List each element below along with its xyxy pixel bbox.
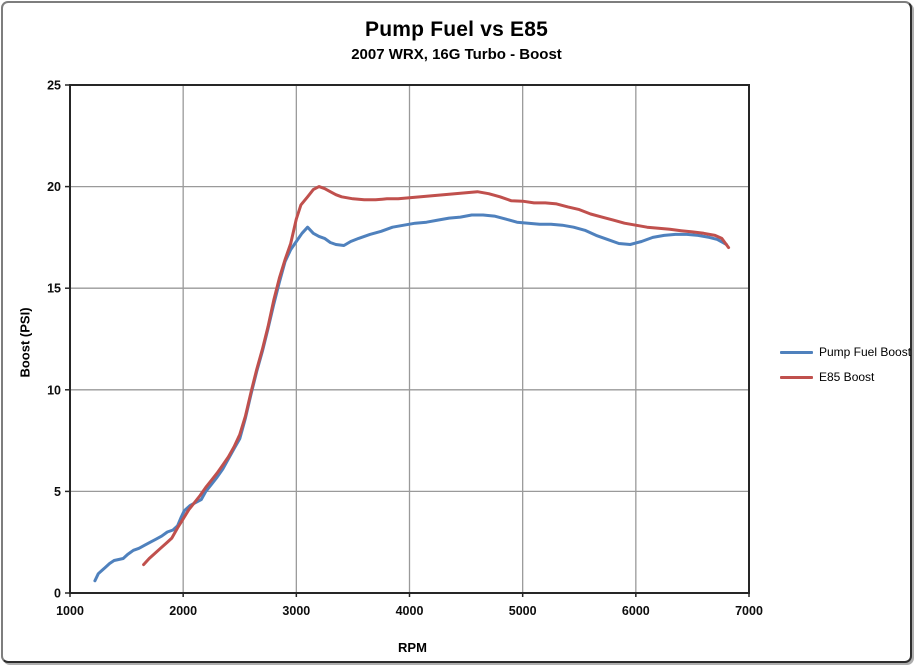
x-tick-label: 4000	[396, 604, 424, 618]
legend-label: E85 Boost	[819, 370, 875, 384]
x-tick-label: 7000	[735, 604, 763, 618]
title-block: Pump Fuel vs E85 2007 WRX, 16G Turbo - B…	[3, 17, 910, 65]
chart-frame: Pump Fuel vs E85 2007 WRX, 16G Turbo - B…	[1, 1, 912, 663]
series-line-e85-boost	[142, 185, 731, 567]
x-tick-label: 6000	[622, 604, 650, 618]
y-tick-label: 20	[47, 180, 61, 194]
x-axis-title: RPM	[398, 640, 427, 655]
legend-item-pump-fuel: Pump Fuel Boost	[780, 345, 918, 359]
y-tick-label: 10	[47, 383, 61, 397]
legend-label: Pump Fuel Boost	[819, 345, 912, 359]
e85-line-swatch	[780, 375, 813, 379]
legend: Pump Fuel Boost E85 Boost	[780, 345, 918, 384]
y-tick-label: 0	[54, 587, 61, 601]
chart-title: Pump Fuel vs E85	[365, 18, 548, 41]
legend-item-e85: E85 Boost	[780, 370, 918, 384]
x-tick-label: 3000	[282, 604, 310, 618]
y-axis-title: Boost (PSI)	[17, 307, 33, 378]
pump-fuel-line-swatch	[780, 350, 813, 354]
series-line-pump-fuel-boost	[93, 213, 728, 583]
y-tick-label: 15	[47, 282, 61, 296]
x-tick-label: 2000	[169, 604, 197, 618]
y-tick-label: 25	[47, 79, 61, 93]
chart-subtitle: 2007 WRX, 16G Turbo - Boost	[351, 46, 562, 64]
y-tick-label: 5	[54, 485, 61, 499]
x-tick-label: 1000	[56, 604, 84, 618]
plot-area: 0 5 10 15 20 25 1000 2000 3000 4000 5000 6000 7000	[47, 79, 763, 619]
x-tick-label: 5000	[509, 604, 537, 618]
